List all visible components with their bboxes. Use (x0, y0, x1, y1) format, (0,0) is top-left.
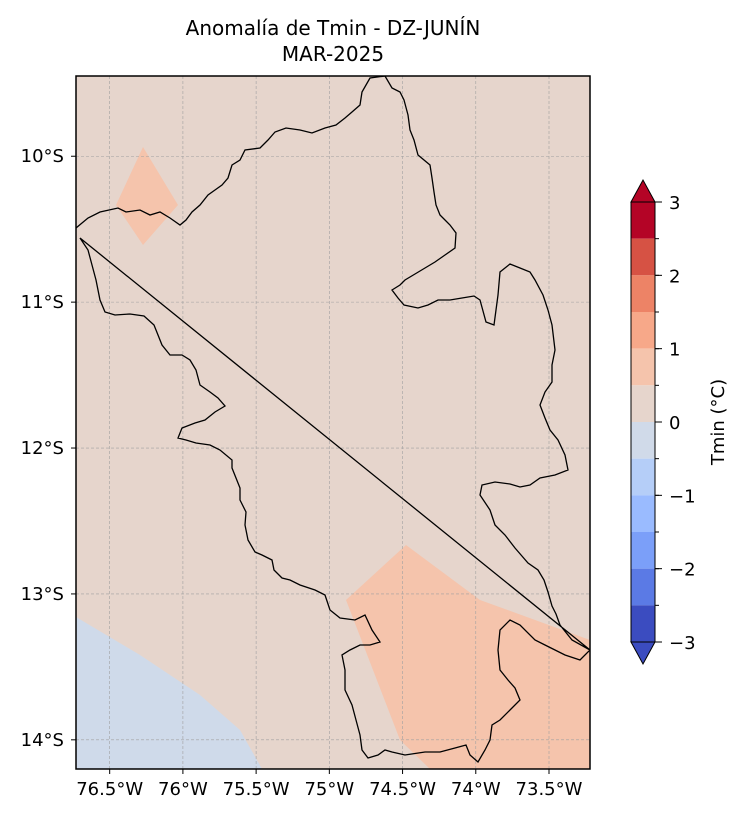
warm-anomaly-region-northwest (116, 147, 178, 245)
lon-tick-label: 74.5°W (369, 779, 436, 800)
lat-tick-label: 13°S (21, 584, 64, 605)
colorbar-band (631, 605, 655, 642)
colorbar-band (631, 532, 655, 569)
colorbar-band (631, 568, 655, 606)
colorbar-tick-label: 0 (669, 413, 680, 434)
colorbar-band (631, 238, 655, 276)
lon-tick-label: 76.5°W (76, 779, 143, 800)
lon-tick-label: 76°W (158, 779, 208, 800)
colorbar: 3 2 1 0 −1 −2 −3 Tmin (°C) (630, 178, 729, 666)
colorbar-tick-label: −1 (669, 486, 696, 507)
map-gridlines (76, 76, 590, 769)
colorbar-tick-label: −3 (669, 633, 696, 654)
map-axis-ticks: 76.5°W 76°W 75.5°W 75°W 74.5°W 74°W 73.5°W 10°S… (21, 146, 583, 800)
lat-tick-label: 10°S (21, 146, 64, 167)
junin-border (76, 76, 590, 764)
lat-tick-label: 11°S (21, 292, 64, 313)
lon-tick-label: 75.5°W (223, 779, 290, 800)
colorbar-extend-bottom (630, 641, 656, 666)
colorbar-tick-label: 2 (669, 266, 680, 287)
cool-anomaly-region-southwest (76, 617, 262, 769)
lat-tick-label: 14°S (21, 730, 64, 751)
map-plot-area (76, 76, 590, 769)
colorbar-band (631, 348, 655, 386)
colorbar-tick-label: −2 (669, 560, 696, 581)
lat-tick-label: 12°S (21, 438, 64, 459)
lon-tick-label: 73.5°W (516, 779, 583, 800)
colorbar-band (631, 312, 655, 349)
colorbar-tick-label: 3 (669, 193, 680, 214)
colorbar-band (631, 202, 655, 239)
colorbar-band (631, 458, 655, 496)
colorbar-label: Tmin (°C) (708, 379, 729, 466)
warm-anomaly-region-southeast (346, 545, 590, 769)
lon-tick-label: 74°W (451, 779, 501, 800)
colorbar-band (631, 495, 655, 532)
colorbar-extend-top (630, 178, 656, 203)
colorbar-tick-label: 1 (669, 340, 680, 361)
lon-tick-label: 75°W (304, 779, 354, 800)
colorbar-band (631, 422, 655, 459)
map-title: Anomalía de Tmin - DZ-JUNÍN (185, 16, 481, 40)
colorbar-band (631, 385, 655, 422)
map-subtitle: MAR-2025 (281, 42, 385, 66)
map-frame (75, 75, 591, 770)
colorbar-band (631, 275, 655, 312)
